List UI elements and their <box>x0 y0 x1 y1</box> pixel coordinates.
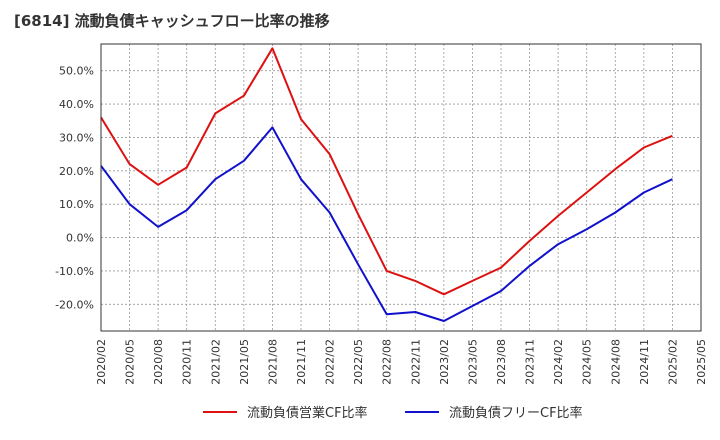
chart-title: [6814] 流動負債キャッシュフロー比率の推移 <box>14 12 330 30</box>
x-tick-label: 2022/05 <box>352 339 365 385</box>
y-tick-label: -20.0% <box>55 298 94 311</box>
x-tick-label: 2021/02 <box>209 339 222 385</box>
x-tick-label: 2023/02 <box>438 339 451 385</box>
series-line-free-cf <box>100 126 673 322</box>
legend-label-free-cf: 流動負債フリーCF比率 <box>449 406 583 421</box>
x-tick-label: 2020/02 <box>95 339 108 385</box>
legend-swatch-free-cf <box>405 410 439 413</box>
legend-label-operating-cf: 流動負債営業CF比率 <box>247 406 368 421</box>
x-tick-label: 2024/11 <box>638 339 651 385</box>
y-tick-label: 30.0% <box>59 131 94 144</box>
x-tick-label: 2024/05 <box>581 339 594 385</box>
plot-frame <box>100 43 702 332</box>
x-axis-ticks: 2020/02 2020/05 2020/08 2020/11 2021/02 2021/… <box>95 339 708 385</box>
x-tick-label: 2023/05 <box>466 339 479 385</box>
legend: 流動負債営業CF比率 流動負債フリーCF比率 <box>0 402 720 426</box>
x-tick-label: 2020/08 <box>152 339 165 385</box>
x-tick-label: 2022/11 <box>409 339 422 385</box>
x-tick-label: 2021/05 <box>238 339 251 385</box>
y-tick-label: 10.0% <box>59 198 94 211</box>
x-tick-label: 2022/02 <box>324 339 337 385</box>
x-tick-label: 2021/08 <box>266 339 279 385</box>
x-tick-label: 2020/05 <box>124 339 137 385</box>
x-tick-label: 2024/02 <box>552 339 565 385</box>
y-tick-label: 40.0% <box>59 98 94 111</box>
x-tick-label: 2023/08 <box>495 339 508 385</box>
y-tick-label: 50.0% <box>59 65 94 78</box>
x-tick-label: 2021/11 <box>295 339 308 385</box>
x-tick-label: 2025/05 <box>695 339 708 385</box>
legend-swatch-operating-cf <box>203 410 237 413</box>
y-axis-ticks: 50.0% 40.0% 30.0% 20.0% 10.0% 0.0% -10.0% -20.0… <box>55 65 94 312</box>
line-chart: 50.0% 40.0% 30.0% 20.0% 10.0% 0.0% -10.0% -20.0… <box>55 43 708 385</box>
series-layer <box>100 47 673 322</box>
legend-item-free-cf: 流動負債フリーCF比率 <box>405 402 583 421</box>
series-line-operating-cf <box>100 47 673 296</box>
x-tick-label: 2020/11 <box>181 339 194 385</box>
x-tick-label: 2022/08 <box>381 339 394 385</box>
x-tick-label: 2025/02 <box>666 339 679 385</box>
legend-item-operating-cf: 流動負債営業CF比率 <box>203 402 368 421</box>
y-tick-label: 20.0% <box>59 165 94 178</box>
x-tick-label: 2024/08 <box>609 339 622 385</box>
y-tick-label: 0.0% <box>66 232 94 245</box>
grid <box>101 44 701 331</box>
y-tick-label: -10.0% <box>55 265 94 278</box>
x-tick-label: 2023/11 <box>524 339 537 385</box>
